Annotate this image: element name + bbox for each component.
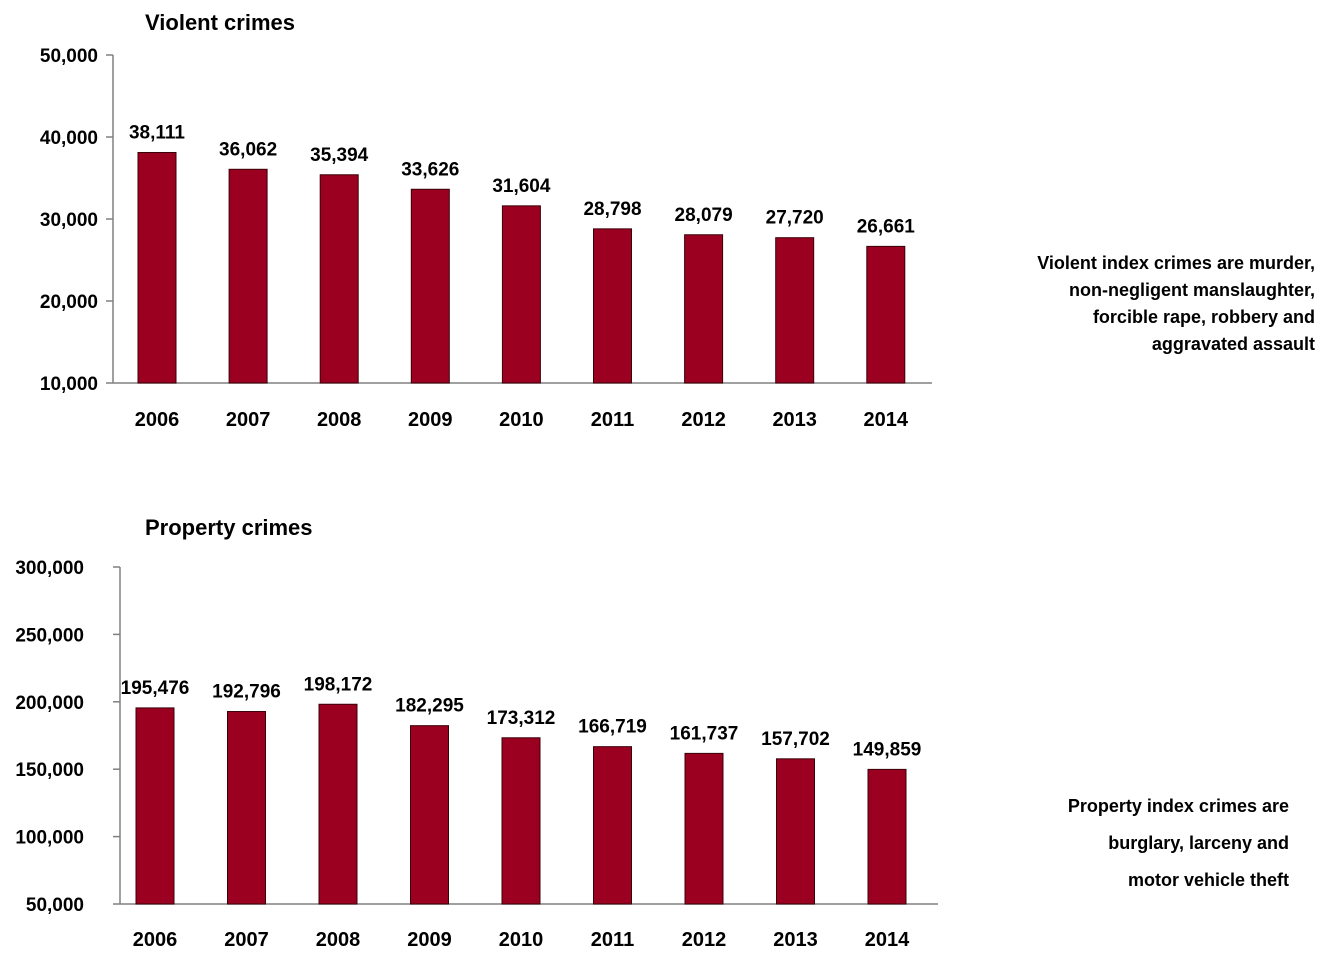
property-bar [318, 703, 358, 905]
property-bar [867, 768, 907, 905]
property-category-label: 2008 [316, 929, 361, 951]
violent-category-label: 2007 [226, 409, 271, 431]
property-y-tick-label: 300,000 [15, 558, 84, 579]
violent-category-label: 2013 [772, 409, 817, 431]
violent-value-label: 38,111 [129, 122, 185, 143]
violent-value-label: 31,604 [492, 176, 551, 197]
violent-note-line: non-negligent manslaughter, [1068, 280, 1315, 300]
property-value-label: 182,295 [395, 696, 464, 717]
violent-bar [593, 228, 632, 384]
violent-category-label: 2010 [499, 409, 544, 431]
property-y-tick-label: 200,000 [15, 693, 84, 714]
violent-note-line: aggravated assault [1151, 334, 1315, 354]
violent-y-tick-label: 30,000 [40, 210, 98, 231]
violent-chart-title: Violent crimes [145, 10, 295, 35]
violent-bar [137, 151, 177, 384]
violent-value-label: 33,626 [401, 159, 459, 180]
violent-value-label: 35,394 [310, 145, 369, 166]
violent-y-tick-label: 40,000 [40, 128, 98, 149]
violent-value-label: 28,798 [583, 199, 641, 220]
property-category-label: 2013 [773, 929, 818, 951]
property-value-label: 161,737 [670, 723, 739, 744]
property-value-label: 192,796 [212, 682, 281, 703]
violent-category-label: 2009 [408, 409, 453, 431]
violent-bar [501, 205, 541, 384]
property-bar [684, 752, 724, 905]
violent-crimes-chart: Violent crimes 10,000 20,000 30,000 40,000 5… [40, 10, 932, 431]
property-bar [410, 725, 449, 905]
property-value-label: 157,702 [761, 729, 830, 750]
property-value-label: 198,172 [304, 674, 373, 695]
violent-bar [684, 234, 724, 384]
property-y-tick-label: 150,000 [15, 760, 84, 781]
property-value-label: 149,859 [853, 739, 922, 760]
violent-value-label: 26,661 [857, 216, 916, 237]
violent-note-line: Violent index crimes are murder, [1037, 253, 1315, 273]
property-bar [501, 737, 541, 905]
violent-value-label: 36,062 [219, 139, 277, 160]
violent-category-label: 2011 [591, 409, 634, 431]
violent-note-line: forcible rape, robbery and [1092, 307, 1315, 327]
property-value-label: 173,312 [487, 708, 556, 729]
property-category-label: 2012 [682, 929, 727, 951]
property-bar [227, 711, 266, 905]
property-note: Property index crimes are burglary, larc… [1068, 788, 1289, 899]
property-category-label: 2014 [865, 929, 910, 951]
violent-category-label: 2012 [681, 409, 726, 431]
property-note-line: motor vehicle theft [1127, 870, 1289, 890]
property-bar [593, 746, 632, 905]
property-note-line: Property index crimes are [1067, 796, 1289, 816]
violent-bar [410, 188, 450, 384]
violent-bar [775, 237, 815, 384]
property-value-label: 195,476 [121, 678, 190, 699]
property-bar [135, 707, 175, 905]
property-y-tick-label: 250,000 [15, 625, 84, 646]
property-category-label: 2007 [224, 929, 269, 951]
property-category-label: 2011 [591, 929, 634, 951]
violent-bar [866, 245, 906, 384]
violent-value-label: 28,079 [675, 205, 733, 226]
violent-y-tick-label: 50,000 [40, 46, 98, 67]
violent-category-label: 2006 [135, 409, 180, 431]
violent-category-label: 2008 [317, 409, 362, 431]
violent-y-tick-label: 20,000 [40, 292, 98, 313]
violent-bar [319, 174, 359, 384]
property-crimes-chart: Property crimes 50,000 100,000 150,000 200,… [15, 515, 938, 951]
violent-note: Violent index crimes are murder, non-neg… [1037, 250, 1315, 358]
violent-value-label: 27,720 [766, 208, 824, 229]
violent-bar [228, 168, 268, 384]
property-chart-title: Property crimes [145, 515, 313, 540]
property-note-line: burglary, larceny and [1108, 833, 1289, 853]
violent-category-label: 2014 [864, 409, 909, 431]
property-category-label: 2009 [407, 929, 452, 951]
property-bar [776, 758, 815, 905]
property-category-label: 2010 [499, 929, 544, 951]
violent-y-tick-label: 10,000 [40, 374, 98, 395]
property-y-tick-label: 50,000 [26, 895, 84, 916]
property-value-label: 166,719 [578, 717, 647, 738]
property-category-label: 2006 [133, 929, 178, 951]
property-y-tick-label: 100,000 [15, 828, 84, 849]
